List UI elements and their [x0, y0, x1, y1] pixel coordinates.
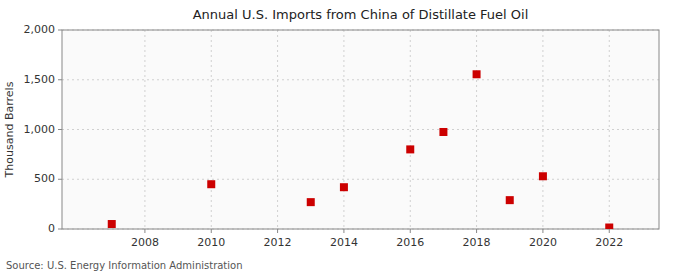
y-tick-label: 500 [34, 172, 55, 185]
y-tick [58, 229, 62, 230]
point [473, 70, 481, 78]
x-tick-label: 2016 [396, 236, 424, 249]
x-grid-line [343, 30, 344, 229]
y-tick [58, 129, 62, 130]
plot-background [62, 30, 659, 229]
y-tick [58, 179, 62, 180]
chart-title: Annual U.S. Imports from China of Distil… [193, 7, 529, 22]
x-tick-label: 2018 [463, 236, 491, 249]
y-grid-line [62, 129, 659, 130]
point [439, 128, 447, 136]
x-tick [410, 229, 411, 233]
y-grid-line [62, 179, 659, 180]
point [207, 180, 215, 188]
x-tick-label: 2022 [595, 236, 623, 249]
grid [62, 30, 659, 229]
x-tick [542, 229, 543, 233]
y-grid-line [62, 79, 659, 80]
y-tick [58, 30, 62, 31]
x-grid-line [609, 30, 610, 229]
x-tick [277, 229, 278, 233]
source-note: Source: U.S. Energy Information Administ… [6, 260, 243, 271]
points [108, 70, 614, 229]
y-tick-label: 0 [48, 222, 55, 235]
x-grid-line [410, 30, 411, 229]
point [506, 196, 514, 204]
point [340, 183, 348, 191]
x-grid-line [144, 30, 145, 229]
x-tick-label: 2014 [330, 236, 358, 249]
x-tick [609, 229, 610, 233]
x-grid-line [211, 30, 212, 229]
x-grid-line [277, 30, 278, 229]
x-grid-line [542, 30, 543, 229]
x-tick [144, 229, 145, 233]
x-tick-label: 2008 [131, 236, 159, 249]
axes: 0 500 1,000 1,500 2,000 2008 2010 2012 2014 2016 2… [24, 23, 624, 249]
chart-container: 0 500 1,000 1,500 2,000 2008 2010 2012 2014 2016 2… [0, 0, 675, 275]
x-tick-label: 2010 [197, 236, 225, 249]
plot-frame [62, 30, 659, 229]
y-tick-label: 2,000 [24, 23, 56, 36]
x-grid-line [476, 30, 477, 229]
point [605, 224, 613, 229]
point [539, 172, 547, 180]
y-tick-label: 1,000 [24, 123, 56, 136]
point [406, 145, 414, 153]
y-axis-label: Thousand Barrels [3, 81, 16, 178]
y-tick [58, 79, 62, 80]
x-tick-label: 2012 [264, 236, 292, 249]
x-tick [211, 229, 212, 233]
chart-svg: 0 500 1,000 1,500 2,000 2008 2010 2012 2014 2016 2… [0, 0, 675, 275]
x-tick [476, 229, 477, 233]
point [307, 198, 315, 206]
x-tick [343, 229, 344, 233]
x-tick-label: 2020 [529, 236, 557, 249]
y-tick-label: 1,500 [24, 73, 56, 86]
point [108, 220, 116, 228]
